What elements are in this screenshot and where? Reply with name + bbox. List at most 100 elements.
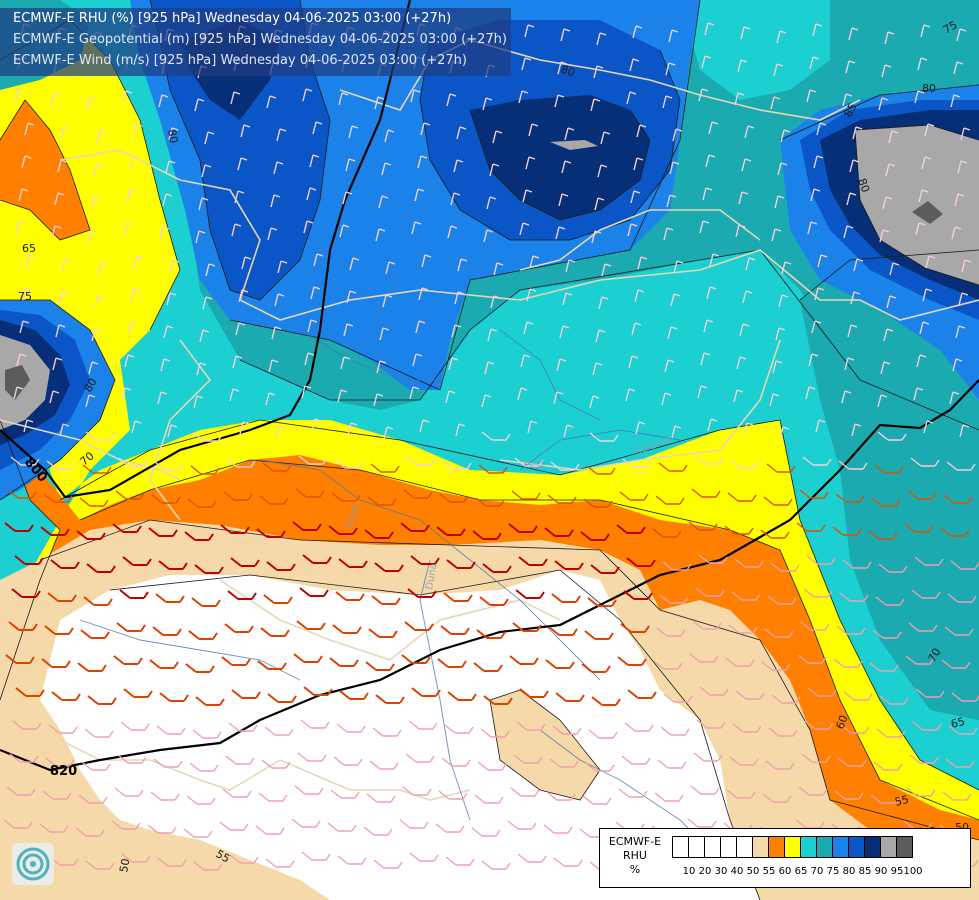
wind-barb bbox=[11, 588, 41, 598]
wind-barb bbox=[274, 293, 285, 307]
wind-barb bbox=[707, 418, 718, 432]
wind-barb bbox=[447, 691, 477, 701]
wind-barb bbox=[729, 756, 759, 766]
wind-barb bbox=[760, 529, 790, 539]
wind-barb bbox=[844, 357, 855, 371]
wind-barb bbox=[655, 495, 685, 505]
wind-barb bbox=[262, 462, 292, 472]
wind-barb bbox=[845, 60, 856, 74]
wind-barb bbox=[489, 163, 500, 177]
wind-barb bbox=[133, 255, 144, 269]
wind-barb bbox=[509, 655, 539, 665]
wind-barb bbox=[852, 126, 863, 140]
wind-barb bbox=[192, 729, 222, 739]
wind-barb bbox=[327, 822, 357, 832]
wind-barb bbox=[635, 421, 646, 435]
river-line bbox=[519, 429, 681, 471]
wind-barb bbox=[367, 496, 397, 506]
wind-barb bbox=[581, 663, 611, 673]
contour-line bbox=[149, 0, 331, 301]
wind-barb bbox=[671, 425, 682, 439]
rhu-title: ECMWF-E RHU (%) [925 hPa] Wednesday 04-0… bbox=[13, 11, 452, 26]
wind-barb bbox=[220, 524, 250, 534]
wind-barb bbox=[908, 622, 938, 632]
wind-barb bbox=[78, 794, 108, 804]
legend-tick-label: 20 bbox=[698, 866, 712, 877]
wind-barb bbox=[737, 59, 748, 73]
wind-barb bbox=[120, 721, 150, 731]
legend-tick-label: 65 bbox=[794, 866, 808, 877]
wind-barb bbox=[483, 229, 494, 243]
wind-barb bbox=[312, 121, 323, 135]
wind-barb bbox=[18, 188, 29, 202]
wind-barb bbox=[636, 124, 647, 138]
wind-barb bbox=[840, 724, 870, 734]
river-line bbox=[419, 559, 471, 821]
legend-swatch bbox=[832, 836, 849, 858]
wind-barb bbox=[600, 131, 611, 145]
wind-barb bbox=[61, 258, 72, 272]
wind-barb bbox=[796, 522, 826, 532]
wind-barb bbox=[817, 254, 828, 268]
wind-barb bbox=[159, 226, 170, 240]
wind-barb bbox=[81, 761, 111, 771]
wind-barb bbox=[551, 593, 581, 603]
wind-barb bbox=[158, 560, 188, 570]
wind-barb bbox=[374, 562, 404, 572]
wind-barb bbox=[585, 762, 615, 772]
wind-barb bbox=[701, 55, 712, 69]
wind-barb bbox=[487, 328, 498, 342]
wind-barb bbox=[799, 489, 829, 499]
wind-barb bbox=[943, 494, 973, 504]
wind-barb bbox=[912, 721, 942, 731]
wind-barb bbox=[237, 157, 248, 171]
wind-barb bbox=[490, 295, 501, 309]
wind-barb bbox=[802, 456, 832, 466]
wind-barb bbox=[947, 593, 977, 603]
wind-barb bbox=[629, 58, 640, 72]
legend-swatch bbox=[720, 836, 737, 858]
wind-barb bbox=[481, 860, 511, 870]
wind-barb bbox=[412, 353, 423, 367]
wind-barb bbox=[297, 752, 327, 762]
wind-barb bbox=[666, 194, 677, 208]
legend-tick-label: 60 bbox=[778, 866, 792, 877]
wind-barb bbox=[343, 323, 354, 337]
wind-barb bbox=[483, 695, 513, 705]
wind-barb bbox=[442, 460, 472, 470]
wind-barb bbox=[7, 489, 37, 499]
wind-barb bbox=[654, 792, 684, 802]
legend-tick-label: 90 bbox=[874, 866, 888, 877]
wind-barb bbox=[525, 156, 536, 170]
wind-barb bbox=[49, 390, 60, 404]
wind-barb bbox=[90, 196, 101, 210]
wind-barb bbox=[661, 392, 672, 406]
wind-barb bbox=[659, 594, 689, 604]
wind-barb bbox=[492, 130, 503, 144]
wind-barb bbox=[265, 858, 295, 868]
wind-barb bbox=[519, 222, 530, 236]
wind-barb bbox=[843, 225, 854, 239]
wind-barb bbox=[870, 794, 900, 804]
wind-barb bbox=[878, 563, 908, 573]
wind-barb bbox=[150, 791, 180, 801]
wind-barb bbox=[160, 358, 171, 372]
wind-barb bbox=[597, 164, 608, 178]
wind-barb bbox=[166, 292, 177, 306]
wind-barb bbox=[559, 325, 570, 339]
wind-barb bbox=[159, 692, 189, 702]
wind-barb bbox=[8, 621, 38, 631]
wind-barb bbox=[663, 693, 693, 703]
wind-barb bbox=[382, 294, 393, 308]
wind-barb bbox=[444, 724, 474, 734]
wind-barb bbox=[348, 125, 359, 139]
wind-barb bbox=[956, 28, 967, 42]
wind-barb bbox=[472, 530, 502, 540]
wind-barb bbox=[517, 387, 528, 401]
wind-barb bbox=[303, 686, 333, 696]
wind-barb bbox=[226, 458, 256, 468]
legend-swatch bbox=[688, 836, 705, 858]
wind-barb bbox=[771, 694, 801, 704]
